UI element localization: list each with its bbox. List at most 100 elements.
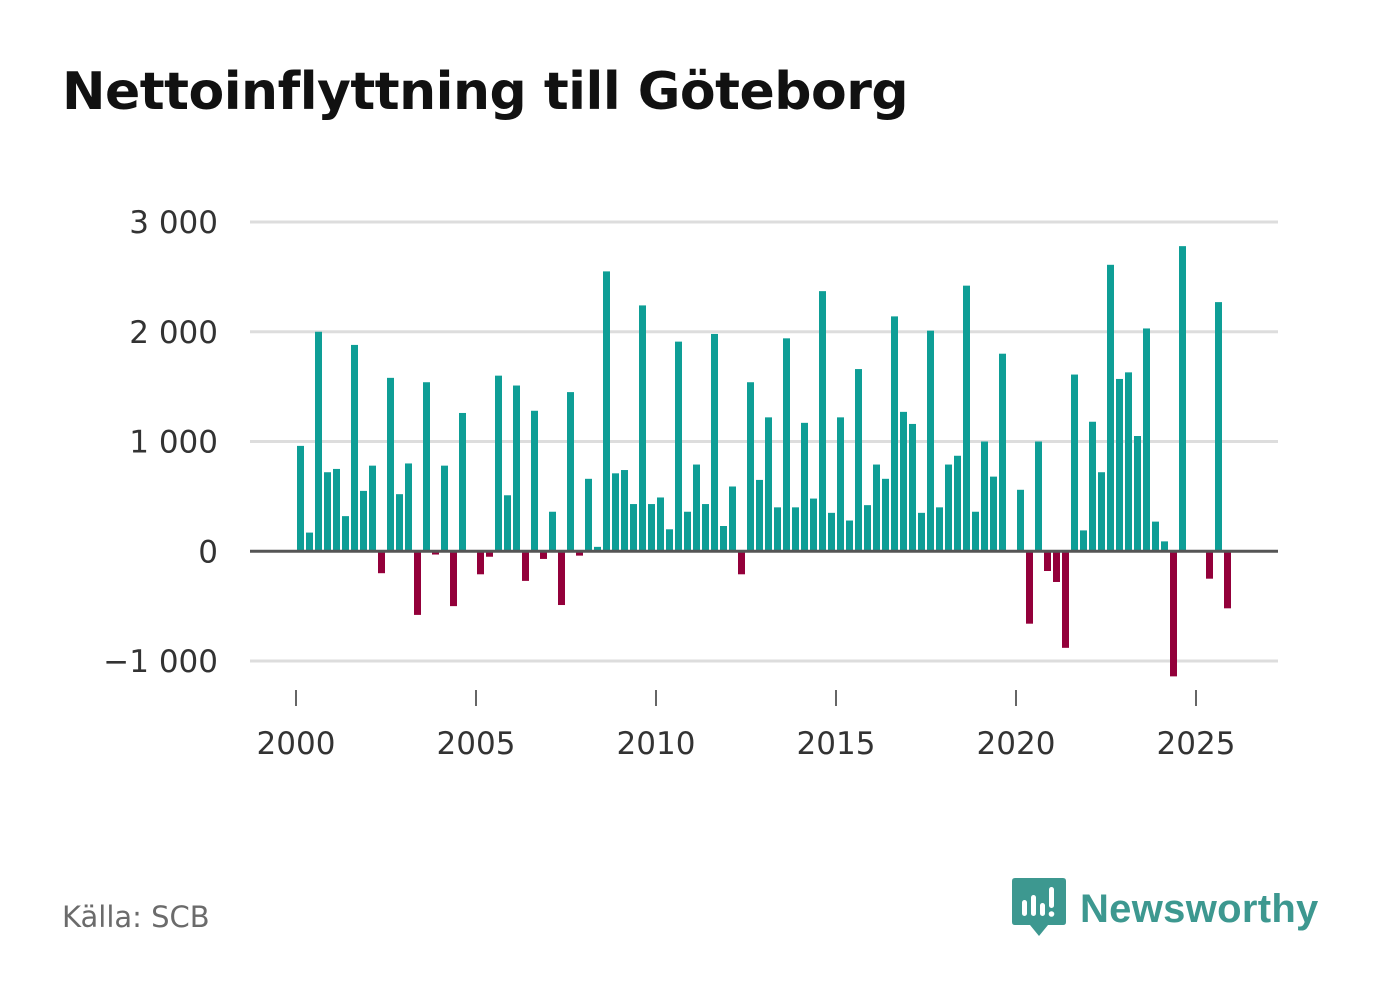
bar	[738, 551, 745, 575]
bar	[297, 445, 304, 552]
bar	[594, 546, 601, 552]
bar	[864, 505, 871, 552]
bar	[513, 385, 520, 552]
bar	[504, 495, 511, 552]
bar	[702, 504, 709, 552]
bar	[342, 516, 349, 552]
bar	[360, 490, 367, 552]
bar	[648, 504, 655, 552]
bar	[918, 512, 925, 552]
bar	[639, 305, 646, 552]
bar	[567, 392, 574, 552]
bar	[414, 551, 421, 615]
bar	[945, 464, 952, 552]
bar	[477, 551, 484, 575]
bar	[1026, 551, 1033, 624]
y-tick-label: −1 000	[103, 644, 218, 680]
bar	[909, 423, 916, 552]
bar	[1179, 246, 1186, 552]
bar	[657, 497, 664, 552]
bar	[621, 470, 628, 552]
bar	[558, 551, 565, 606]
brand-name: Newsworthy	[1080, 886, 1319, 931]
bar	[927, 330, 934, 552]
x-axis: 2000 2005 2010 2015 2020 2025	[257, 690, 1236, 762]
bar	[1116, 378, 1123, 552]
bar	[540, 551, 547, 559]
bar	[765, 417, 772, 552]
bar	[882, 478, 889, 552]
bar	[1053, 551, 1060, 582]
bar	[999, 353, 1006, 552]
gridlines	[250, 220, 1278, 663]
bar	[972, 511, 979, 552]
bar	[405, 463, 412, 552]
x-tick-label: 2000	[257, 726, 336, 762]
bar	[306, 532, 313, 552]
bar	[1107, 264, 1114, 552]
bar	[495, 375, 502, 552]
bars	[297, 246, 1231, 677]
bar	[963, 285, 970, 552]
bar	[792, 507, 799, 552]
bar	[774, 507, 781, 552]
bar	[891, 316, 898, 552]
bar	[954, 455, 961, 552]
bar	[900, 411, 907, 552]
bar	[585, 478, 592, 552]
chart-title: Nettoinflyttning till Göteborg	[62, 62, 909, 122]
bar	[1098, 472, 1105, 552]
bar	[1161, 541, 1168, 552]
bar	[1089, 421, 1096, 552]
bar	[1017, 489, 1024, 552]
bar	[1170, 551, 1177, 677]
bar	[333, 468, 340, 552]
bar	[693, 464, 700, 552]
bar	[396, 494, 403, 552]
bar	[1224, 551, 1231, 609]
y-tick-label: 1 000	[129, 425, 218, 461]
y-tick-label: 2 000	[129, 315, 218, 351]
y-tick-label: 0	[198, 534, 218, 570]
bar	[612, 473, 619, 552]
bar	[603, 271, 610, 552]
bar	[720, 526, 727, 552]
bar	[1206, 551, 1213, 579]
bar	[630, 504, 637, 552]
bar	[846, 520, 853, 552]
bar	[441, 465, 448, 552]
bar	[576, 551, 583, 556]
bar	[486, 551, 493, 557]
brand-logo[interactable]: Newsworthy	[1012, 878, 1319, 940]
bar	[855, 369, 862, 552]
bar	[873, 464, 880, 552]
bar	[729, 486, 736, 552]
bar	[369, 465, 376, 552]
bar	[810, 498, 817, 552]
bar	[1134, 436, 1141, 552]
bar	[450, 551, 457, 607]
bar	[711, 333, 718, 552]
bar	[747, 382, 754, 552]
bar	[351, 344, 358, 552]
bar	[549, 511, 556, 552]
bar	[1125, 372, 1132, 552]
x-tick-label: 2025	[1157, 726, 1236, 762]
bar	[378, 551, 385, 574]
bar	[675, 341, 682, 552]
bar	[684, 511, 691, 552]
bar	[990, 476, 997, 552]
bar	[423, 382, 430, 552]
bar	[315, 331, 322, 552]
bar	[1062, 551, 1069, 648]
y-axis-labels: 3 000 2 000 1 000 0 −1 000	[103, 205, 218, 680]
bar	[666, 529, 673, 552]
bar	[1215, 302, 1222, 552]
newsworthy-logo-icon	[1012, 878, 1066, 936]
bar	[522, 551, 529, 581]
x-tick-label: 2010	[617, 726, 696, 762]
bar	[801, 422, 808, 552]
bar	[1152, 521, 1159, 552]
bar	[819, 291, 826, 552]
